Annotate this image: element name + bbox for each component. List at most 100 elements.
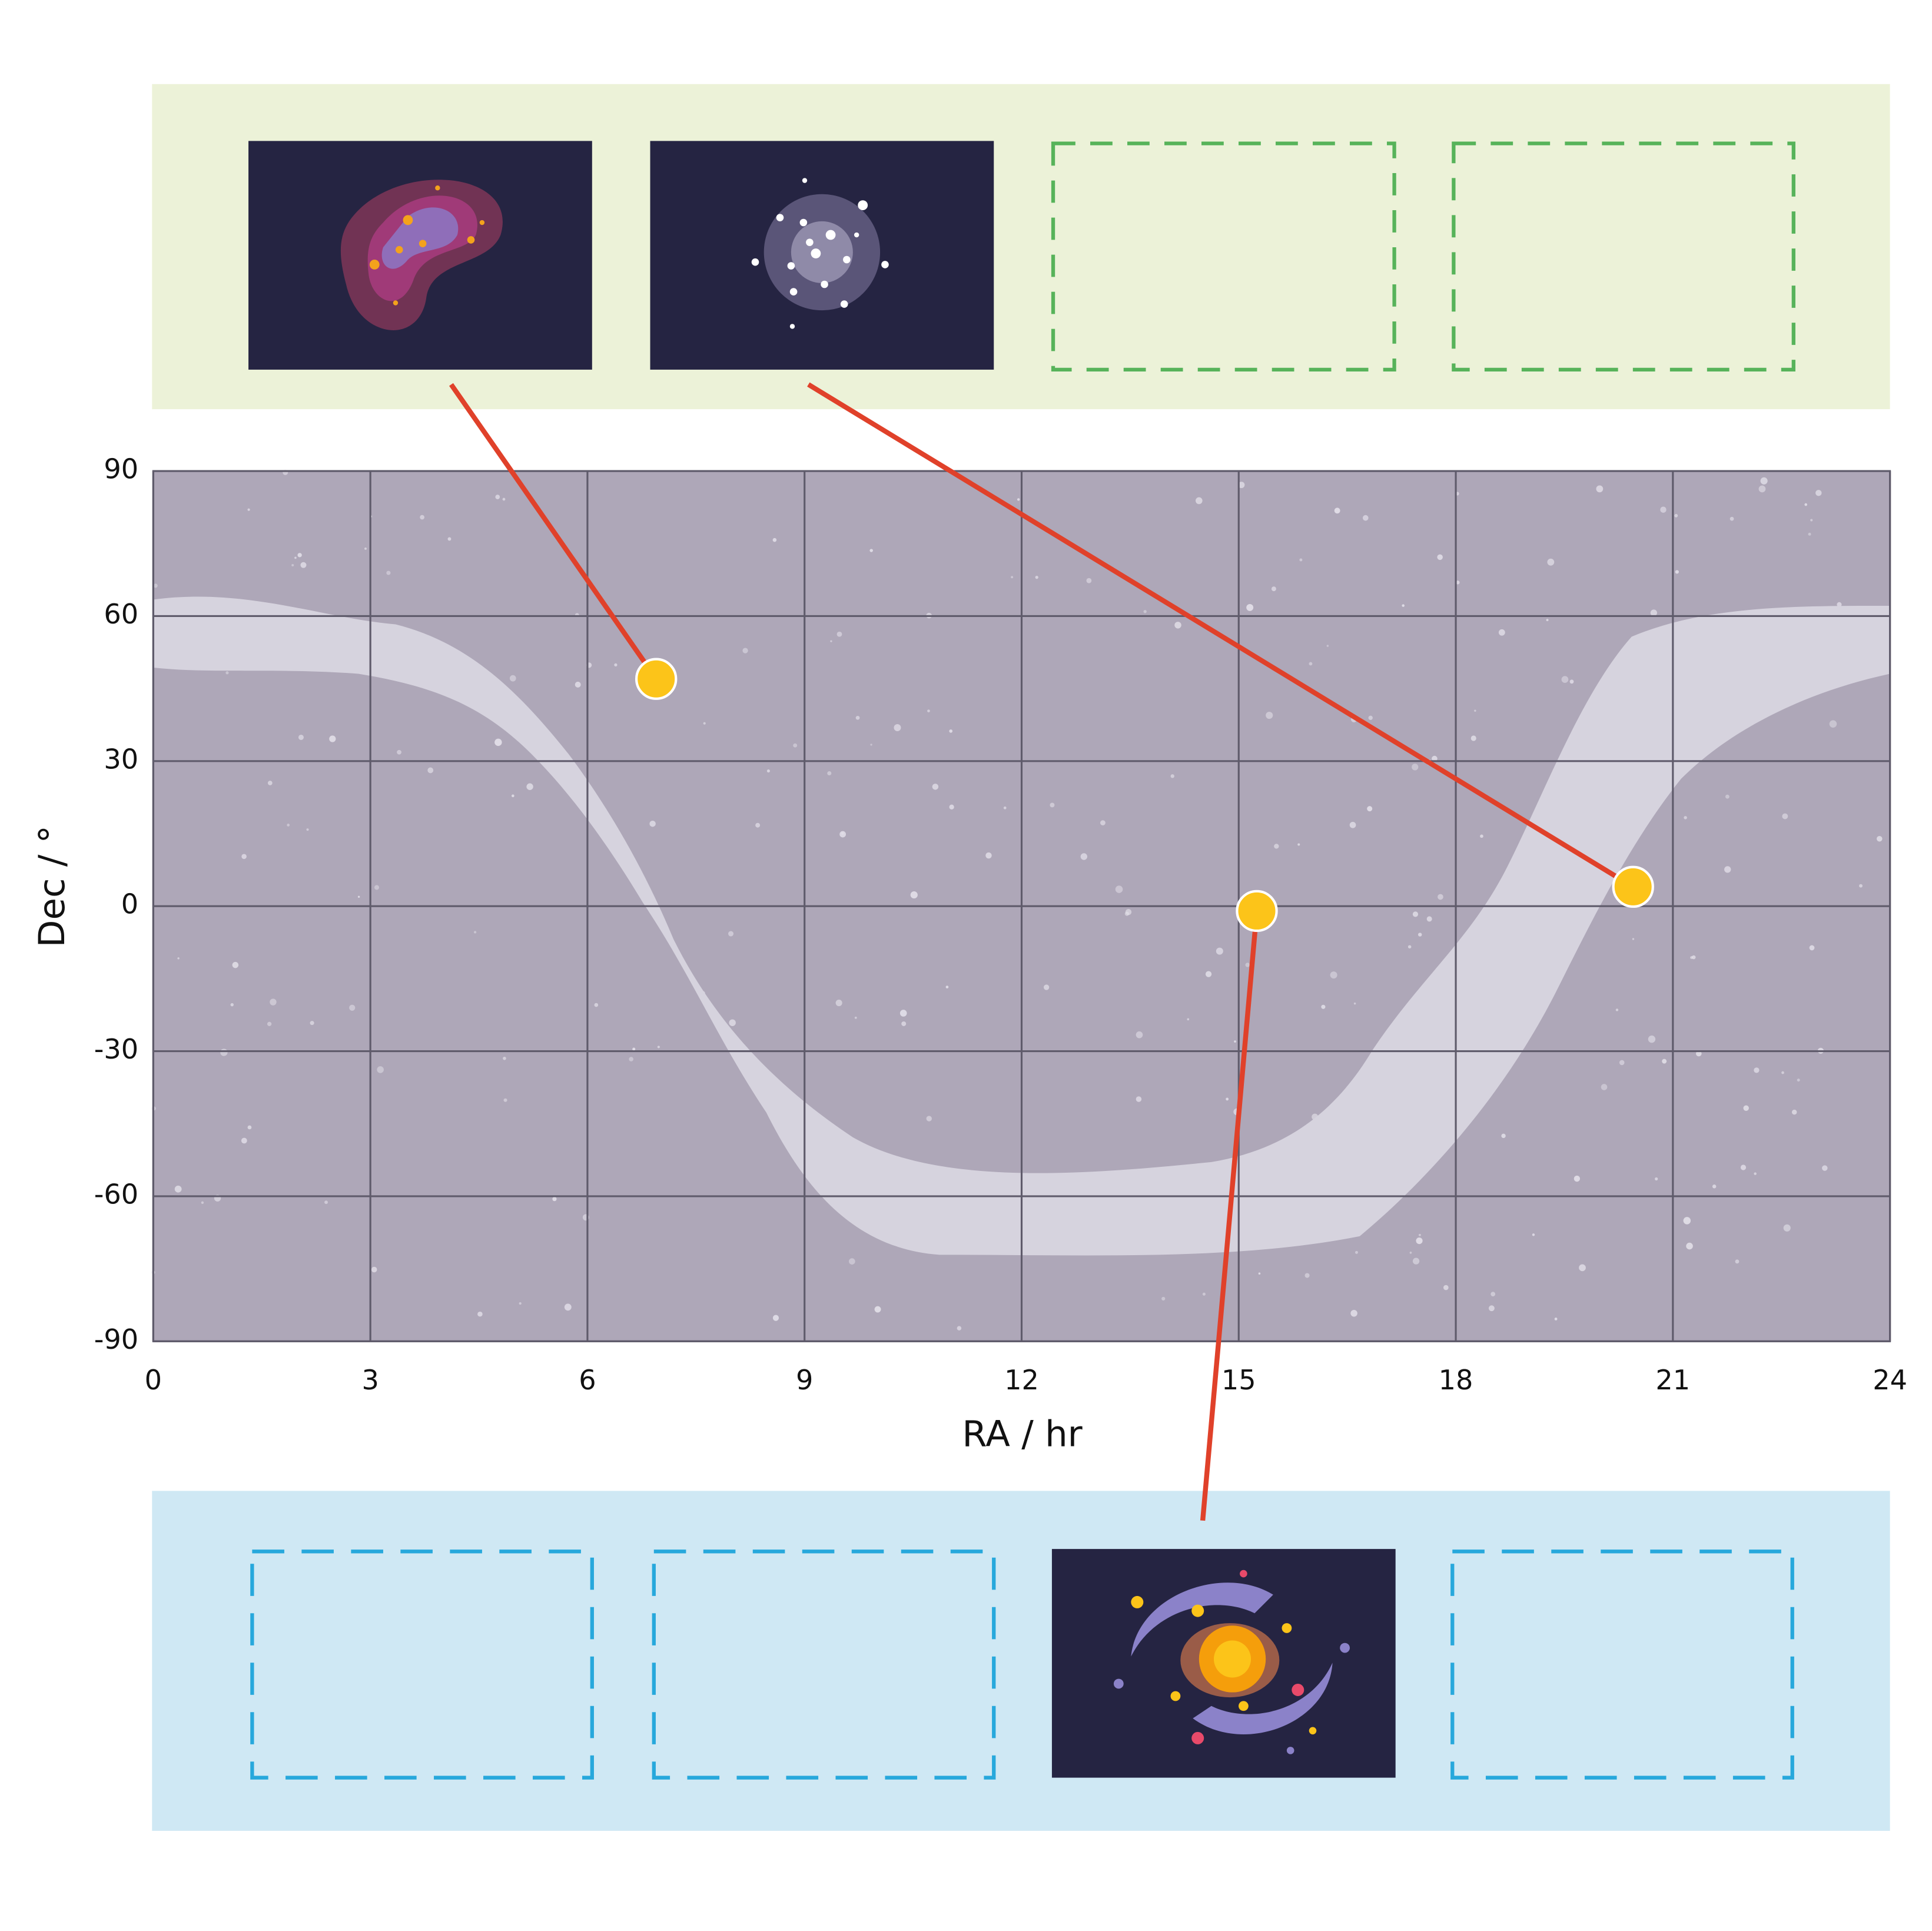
x-tick-label: 3 xyxy=(361,1364,379,1396)
star xyxy=(1195,497,1203,505)
star xyxy=(949,729,953,733)
y-tick-label: -90 xyxy=(94,1323,138,1355)
star xyxy=(1003,806,1007,809)
star xyxy=(1407,945,1412,949)
star xyxy=(870,744,872,746)
star xyxy=(1170,774,1174,778)
star xyxy=(629,1057,634,1061)
point xyxy=(1612,865,1654,908)
star xyxy=(241,1137,247,1144)
star xyxy=(1648,1035,1656,1043)
star xyxy=(869,549,873,552)
star xyxy=(1488,1305,1495,1312)
star xyxy=(1080,853,1088,860)
star xyxy=(772,1315,779,1321)
star xyxy=(827,771,832,776)
star xyxy=(839,831,847,838)
star xyxy=(511,794,514,798)
bottom-panel xyxy=(152,1491,1890,1831)
star xyxy=(1804,503,1808,506)
thumbnail-galaxy xyxy=(1051,1549,1396,1778)
star xyxy=(357,895,360,898)
star xyxy=(503,1098,507,1102)
star xyxy=(1349,821,1356,828)
star xyxy=(1480,834,1483,838)
star xyxy=(1724,866,1731,873)
star xyxy=(949,804,954,809)
star xyxy=(267,781,273,785)
star xyxy=(1809,945,1815,951)
thumbnail-nebula xyxy=(248,141,592,370)
star xyxy=(836,631,842,637)
y-tick-label: -30 xyxy=(94,1033,138,1065)
star xyxy=(287,824,290,827)
star xyxy=(300,562,307,568)
star xyxy=(1660,506,1667,513)
star xyxy=(728,931,734,937)
star xyxy=(1491,1292,1496,1297)
star xyxy=(1443,1285,1449,1290)
star xyxy=(241,854,247,860)
star xyxy=(1187,1018,1190,1021)
star xyxy=(1876,836,1883,842)
point xyxy=(635,658,678,700)
star xyxy=(1367,806,1373,812)
x-tick-label: 12 xyxy=(1004,1364,1039,1396)
star xyxy=(420,515,425,520)
star xyxy=(1418,933,1422,937)
connector xyxy=(449,383,659,681)
star xyxy=(225,671,229,675)
star xyxy=(657,1046,660,1049)
star xyxy=(201,1201,204,1205)
star xyxy=(1546,619,1549,622)
star xyxy=(1740,1164,1747,1170)
star xyxy=(297,553,302,558)
star xyxy=(1205,971,1212,977)
star xyxy=(1619,1060,1625,1066)
star xyxy=(270,998,277,1006)
star xyxy=(1234,1040,1236,1043)
star xyxy=(374,885,379,890)
star xyxy=(848,1258,855,1265)
star xyxy=(854,1016,857,1019)
star xyxy=(177,957,180,960)
star xyxy=(1409,1252,1412,1254)
star xyxy=(1050,802,1055,808)
star xyxy=(1350,1309,1357,1317)
star xyxy=(1143,610,1147,613)
star xyxy=(1274,844,1279,849)
star xyxy=(1437,554,1443,560)
star xyxy=(1596,485,1604,493)
star xyxy=(1791,1109,1797,1115)
star xyxy=(1309,662,1313,666)
star xyxy=(1808,532,1811,536)
star xyxy=(1136,1096,1142,1102)
star xyxy=(1470,735,1476,741)
star xyxy=(503,1056,506,1060)
star xyxy=(985,852,992,859)
empty-slot xyxy=(652,1550,996,1780)
star xyxy=(1690,956,1693,959)
star xyxy=(371,1266,377,1273)
empty-slot xyxy=(1452,141,1795,372)
star xyxy=(1729,516,1734,521)
star xyxy=(306,828,309,831)
star xyxy=(1266,711,1273,719)
star xyxy=(1362,515,1369,521)
star xyxy=(1579,1264,1586,1272)
y-axis-title: Dec / ° xyxy=(31,825,73,947)
star xyxy=(494,738,502,746)
star xyxy=(377,1066,384,1073)
star xyxy=(1743,1105,1749,1111)
star xyxy=(1781,1071,1784,1074)
star xyxy=(1412,1258,1420,1265)
star xyxy=(1174,622,1181,629)
star xyxy=(1829,720,1837,728)
star xyxy=(1632,938,1635,940)
star xyxy=(1297,843,1300,846)
star xyxy=(1782,813,1788,819)
star xyxy=(1655,1177,1658,1181)
star xyxy=(632,1047,636,1051)
star xyxy=(1783,1224,1791,1232)
